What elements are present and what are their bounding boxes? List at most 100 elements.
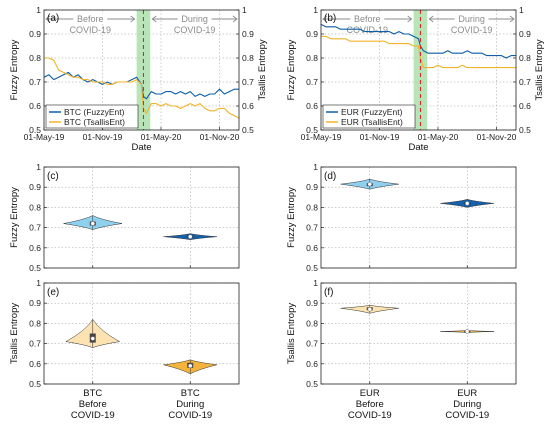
- data-point: [501, 55, 502, 56]
- data-point: [72, 76, 74, 78]
- y2-tick-label: 0.7: [242, 77, 254, 87]
- data-point: [199, 103, 201, 104]
- y2-tick-label: 0.6: [519, 101, 531, 111]
- data-point: [442, 52, 444, 54]
- y-tick-label: 1: [36, 278, 41, 288]
- period-label-bg: [454, 14, 489, 24]
- data-point: [340, 38, 341, 40]
- data-point: [505, 57, 507, 59]
- group-label: Before: [79, 399, 107, 410]
- y-tick-label: 0.6: [306, 359, 318, 369]
- y-tick-label: 0.6: [29, 101, 41, 111]
- y-tick-label: 0.5: [306, 379, 318, 389]
- data-point: [185, 105, 186, 107]
- data-point: [68, 72, 69, 73]
- axes-frame: [320, 282, 517, 385]
- panel-label: (c): [47, 171, 59, 182]
- violin-median: [367, 181, 372, 187]
- data-point: [496, 55, 497, 56]
- data-point: [442, 67, 444, 68]
- data-point: [349, 40, 351, 42]
- data-point: [354, 28, 356, 30]
- data-point: [155, 103, 157, 104]
- x-axis-label: Date: [131, 142, 151, 153]
- arrow-head-right: [407, 15, 413, 23]
- series-line-2: [44, 57, 240, 119]
- y2-tick-label: 0.8: [242, 53, 254, 63]
- data-point: [68, 74, 69, 76]
- y-tick-label: 0.7: [29, 223, 41, 233]
- data-point: [107, 81, 108, 83]
- arrow-head-left: [45, 15, 51, 23]
- data-point: [437, 52, 439, 54]
- data-point: [364, 31, 366, 32]
- group-label: EUR: [457, 388, 477, 399]
- y-tick-label: 0.9: [306, 29, 318, 39]
- arrow-head-right: [130, 15, 136, 23]
- period-sublabel: COVID-19: [451, 25, 493, 35]
- data-point: [374, 31, 375, 32]
- y-tick-label: 0.5: [29, 125, 41, 135]
- data-point: [214, 110, 215, 112]
- panel-label: (d): [324, 171, 336, 182]
- violin-median: [90, 336, 95, 341]
- plot-area: [44, 167, 239, 268]
- data-point: [379, 31, 380, 32]
- data-point: [408, 33, 410, 35]
- data-point: [476, 67, 478, 68]
- data-point: [199, 93, 201, 95]
- legend-box: [322, 104, 416, 129]
- y-tick-label: 0.9: [29, 298, 41, 308]
- arrow-head-right: [509, 15, 515, 23]
- data-point: [452, 67, 453, 68]
- data-point: [219, 108, 220, 109]
- data-point: [388, 31, 390, 32]
- y2-axis-label: Tsallis Entropy: [534, 39, 545, 100]
- y-tick-label: 0.5: [29, 379, 41, 389]
- data-point: [501, 67, 502, 68]
- data-point: [82, 79, 84, 80]
- y-tick-label: 0.7: [306, 77, 318, 87]
- y2-axis-label: Tsallis Entropy: [257, 39, 268, 100]
- data-point: [476, 52, 478, 54]
- data-point: [107, 84, 108, 85]
- period-label-bg: [177, 14, 212, 24]
- data-point: [330, 26, 332, 28]
- period-label-bg: [350, 14, 385, 24]
- violin-median: [188, 234, 193, 239]
- data-point: [340, 28, 341, 30]
- data-point: [403, 43, 405, 44]
- data-point: [209, 93, 211, 95]
- y2-tick-label: 1: [242, 5, 247, 15]
- data-point: [175, 105, 176, 107]
- data-point: [63, 74, 64, 76]
- data-point: [335, 26, 336, 28]
- data-point: [224, 93, 225, 95]
- y-tick-label: 0.6: [29, 359, 41, 369]
- data-point: [189, 91, 191, 92]
- data-point: [408, 43, 410, 44]
- y-axis-label: Fuzzy Entropy: [286, 39, 297, 100]
- period-label: During: [458, 14, 485, 24]
- group-label: During: [453, 399, 481, 410]
- data-point: [418, 38, 419, 40]
- y-tick-label: 1: [313, 278, 318, 288]
- violin-median: [188, 363, 193, 369]
- data-point: [486, 67, 488, 68]
- data-point: [510, 67, 512, 68]
- y-tick-label: 0.6: [306, 243, 318, 253]
- data-point: [87, 81, 89, 83]
- data-point: [48, 74, 50, 76]
- y2-tick-label: 0.9: [519, 29, 531, 39]
- x-tick-label: 01-May-20: [141, 132, 182, 142]
- data-point: [131, 79, 133, 80]
- series-line-2: [321, 35, 516, 69]
- data-point: [170, 91, 172, 92]
- y-tick-label: 0.8: [306, 318, 318, 328]
- data-point: [180, 108, 181, 109]
- data-point: [432, 52, 434, 54]
- data-point: [189, 103, 191, 104]
- panel-label: (f): [324, 287, 333, 298]
- period-label: During: [181, 14, 208, 24]
- data-point: [393, 43, 395, 44]
